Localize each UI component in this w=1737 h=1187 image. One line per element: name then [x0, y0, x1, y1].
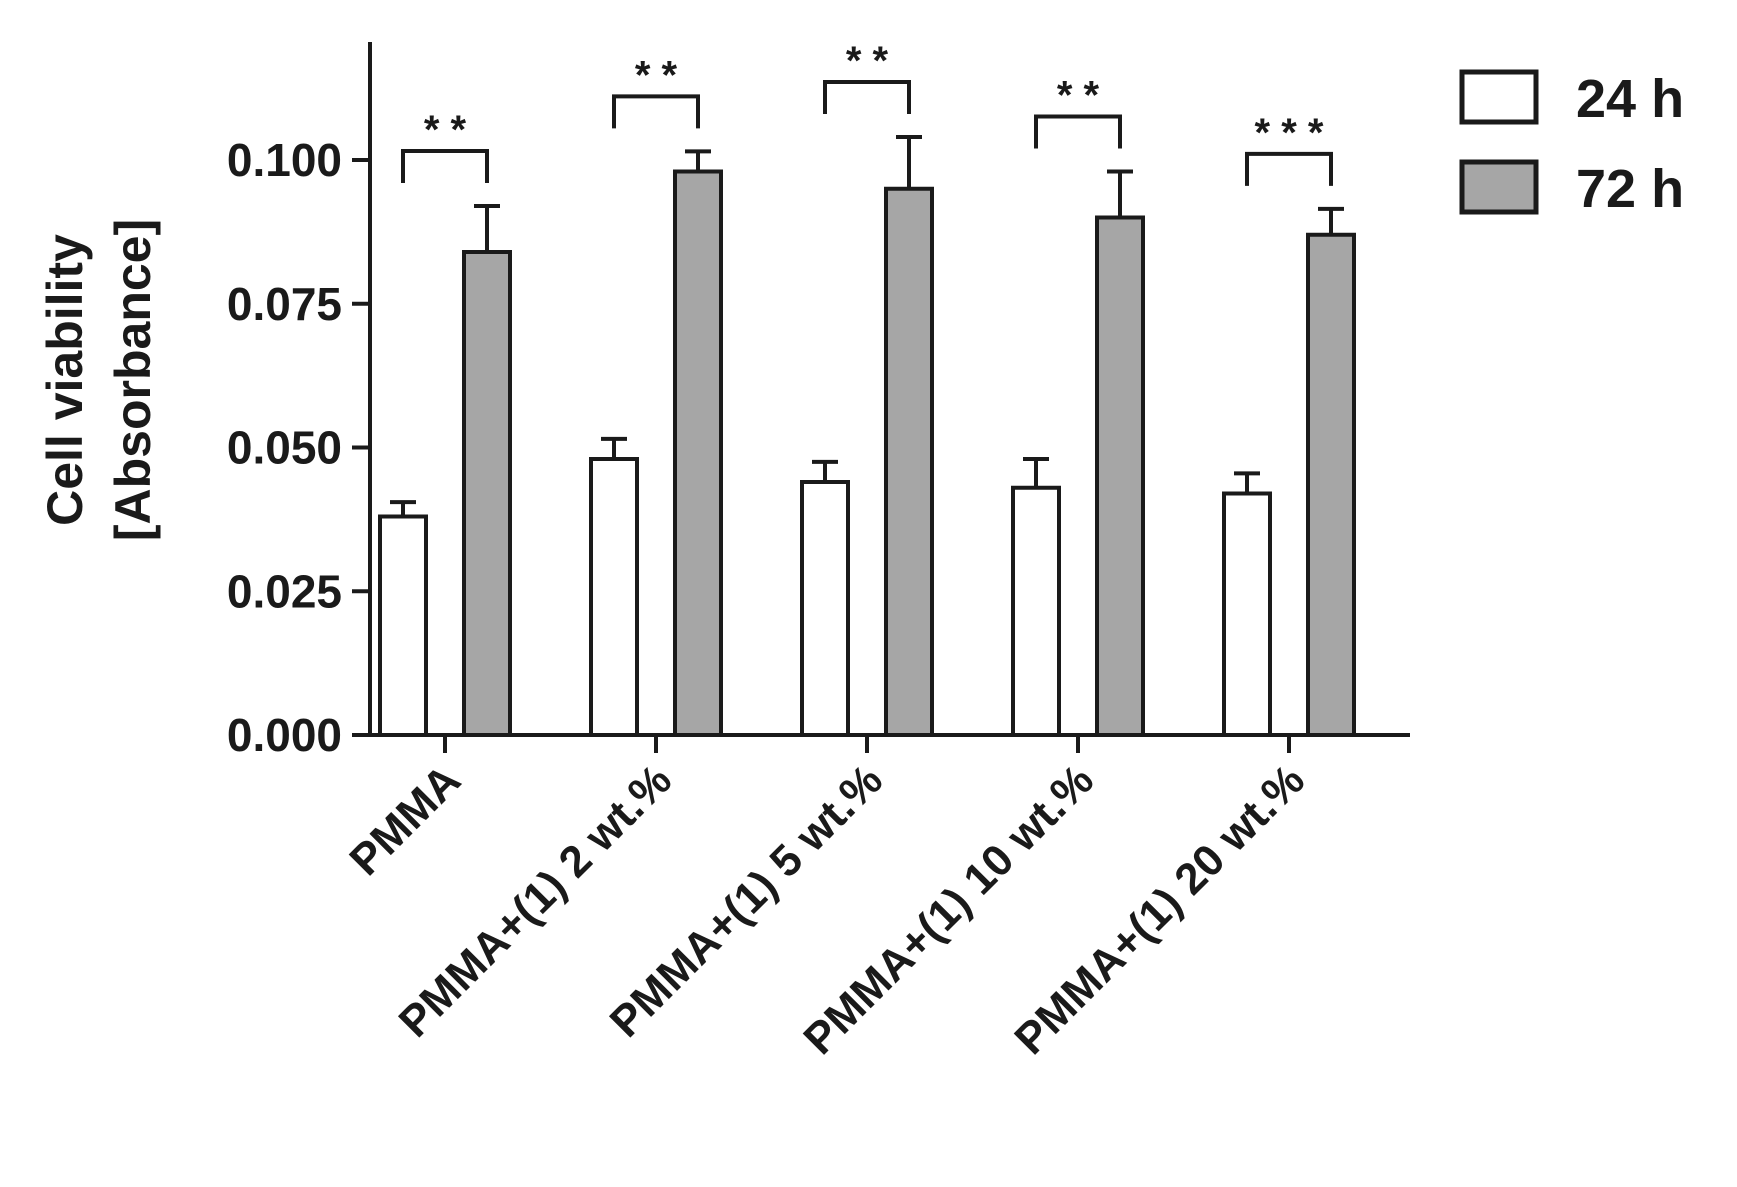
x-category-label: PMMA: [340, 755, 470, 885]
y-tick-label: 0.000: [227, 709, 342, 761]
bar-72h: [884, 186, 934, 737]
bar-72h: [462, 250, 512, 737]
y-tick-label: 0.075: [227, 278, 342, 330]
y-tick-label: 0.100: [227, 134, 342, 186]
significance-bracket: [823, 80, 911, 114]
legend-swatch-24h: [1459, 69, 1539, 125]
legend-label-24h: 24 h: [1576, 69, 1684, 129]
y-axis-title-line-1: Cell viability: [37, 234, 93, 526]
bar-24h: [378, 514, 428, 737]
legend: 24 h 72 h: [1459, 69, 1684, 219]
significance-bracket: [1245, 151, 1333, 186]
significance-stars: * *: [1057, 74, 1100, 118]
bar-72h: [673, 169, 723, 737]
significance-bracket: [401, 149, 489, 183]
legend-label-72h: 72 h: [1576, 159, 1684, 219]
legend-swatch-72h: [1459, 159, 1539, 215]
bar-24h: [1222, 491, 1272, 737]
significance-stars: * * *: [1255, 111, 1324, 155]
y-axis-title-line-2: [Absorbance]: [105, 219, 161, 541]
significance-bracket: [612, 94, 700, 129]
bar-24h: [800, 480, 850, 737]
bar-24h: [589, 457, 639, 737]
significance-stars: * *: [635, 53, 678, 97]
significance-stars: * *: [846, 39, 889, 83]
significance-stars: * *: [424, 108, 467, 152]
bar-72h: [1095, 215, 1145, 737]
bar-72h: [1306, 232, 1356, 737]
bar-24h: [1011, 485, 1061, 737]
significance-bracket: [1034, 114, 1122, 149]
y-tick-label: 0.050: [227, 422, 342, 474]
y-tick-label: 0.025: [227, 565, 342, 617]
